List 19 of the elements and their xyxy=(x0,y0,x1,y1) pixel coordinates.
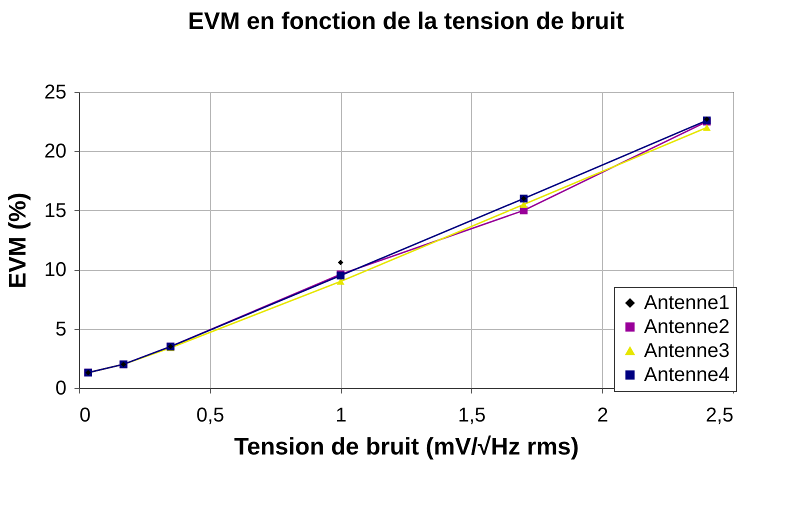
y-tick-label: 10 xyxy=(44,259,66,282)
x-tick-label: 2,5 xyxy=(706,404,734,426)
legend-label: Antenne3 xyxy=(644,340,730,362)
x-tick-label: 1,5 xyxy=(458,404,486,426)
legend-label: Antenne1 xyxy=(644,292,730,314)
y-tick-label: 25 xyxy=(44,82,66,104)
x-axis-title: Tension de bruit (mV/√Hz rms) xyxy=(234,434,579,460)
legend-label: Antenne4 xyxy=(644,364,730,386)
x-tick-label: 0 xyxy=(80,404,91,426)
y-axis-title: EVM (%) xyxy=(4,192,32,288)
x-tick-label: 0,5 xyxy=(196,404,224,426)
x-tick-label: 1 xyxy=(336,404,347,426)
y-tick-label: 20 xyxy=(44,140,66,163)
legend-label: Antenne2 xyxy=(644,316,730,338)
y-tick-label: 5 xyxy=(55,318,66,340)
chart-title: EVM en fonction de la tension de bruit xyxy=(188,8,624,35)
x-tick-label: 2 xyxy=(597,404,608,426)
y-tick-label: 0 xyxy=(55,378,66,400)
y-tick-label: 15 xyxy=(44,200,66,222)
